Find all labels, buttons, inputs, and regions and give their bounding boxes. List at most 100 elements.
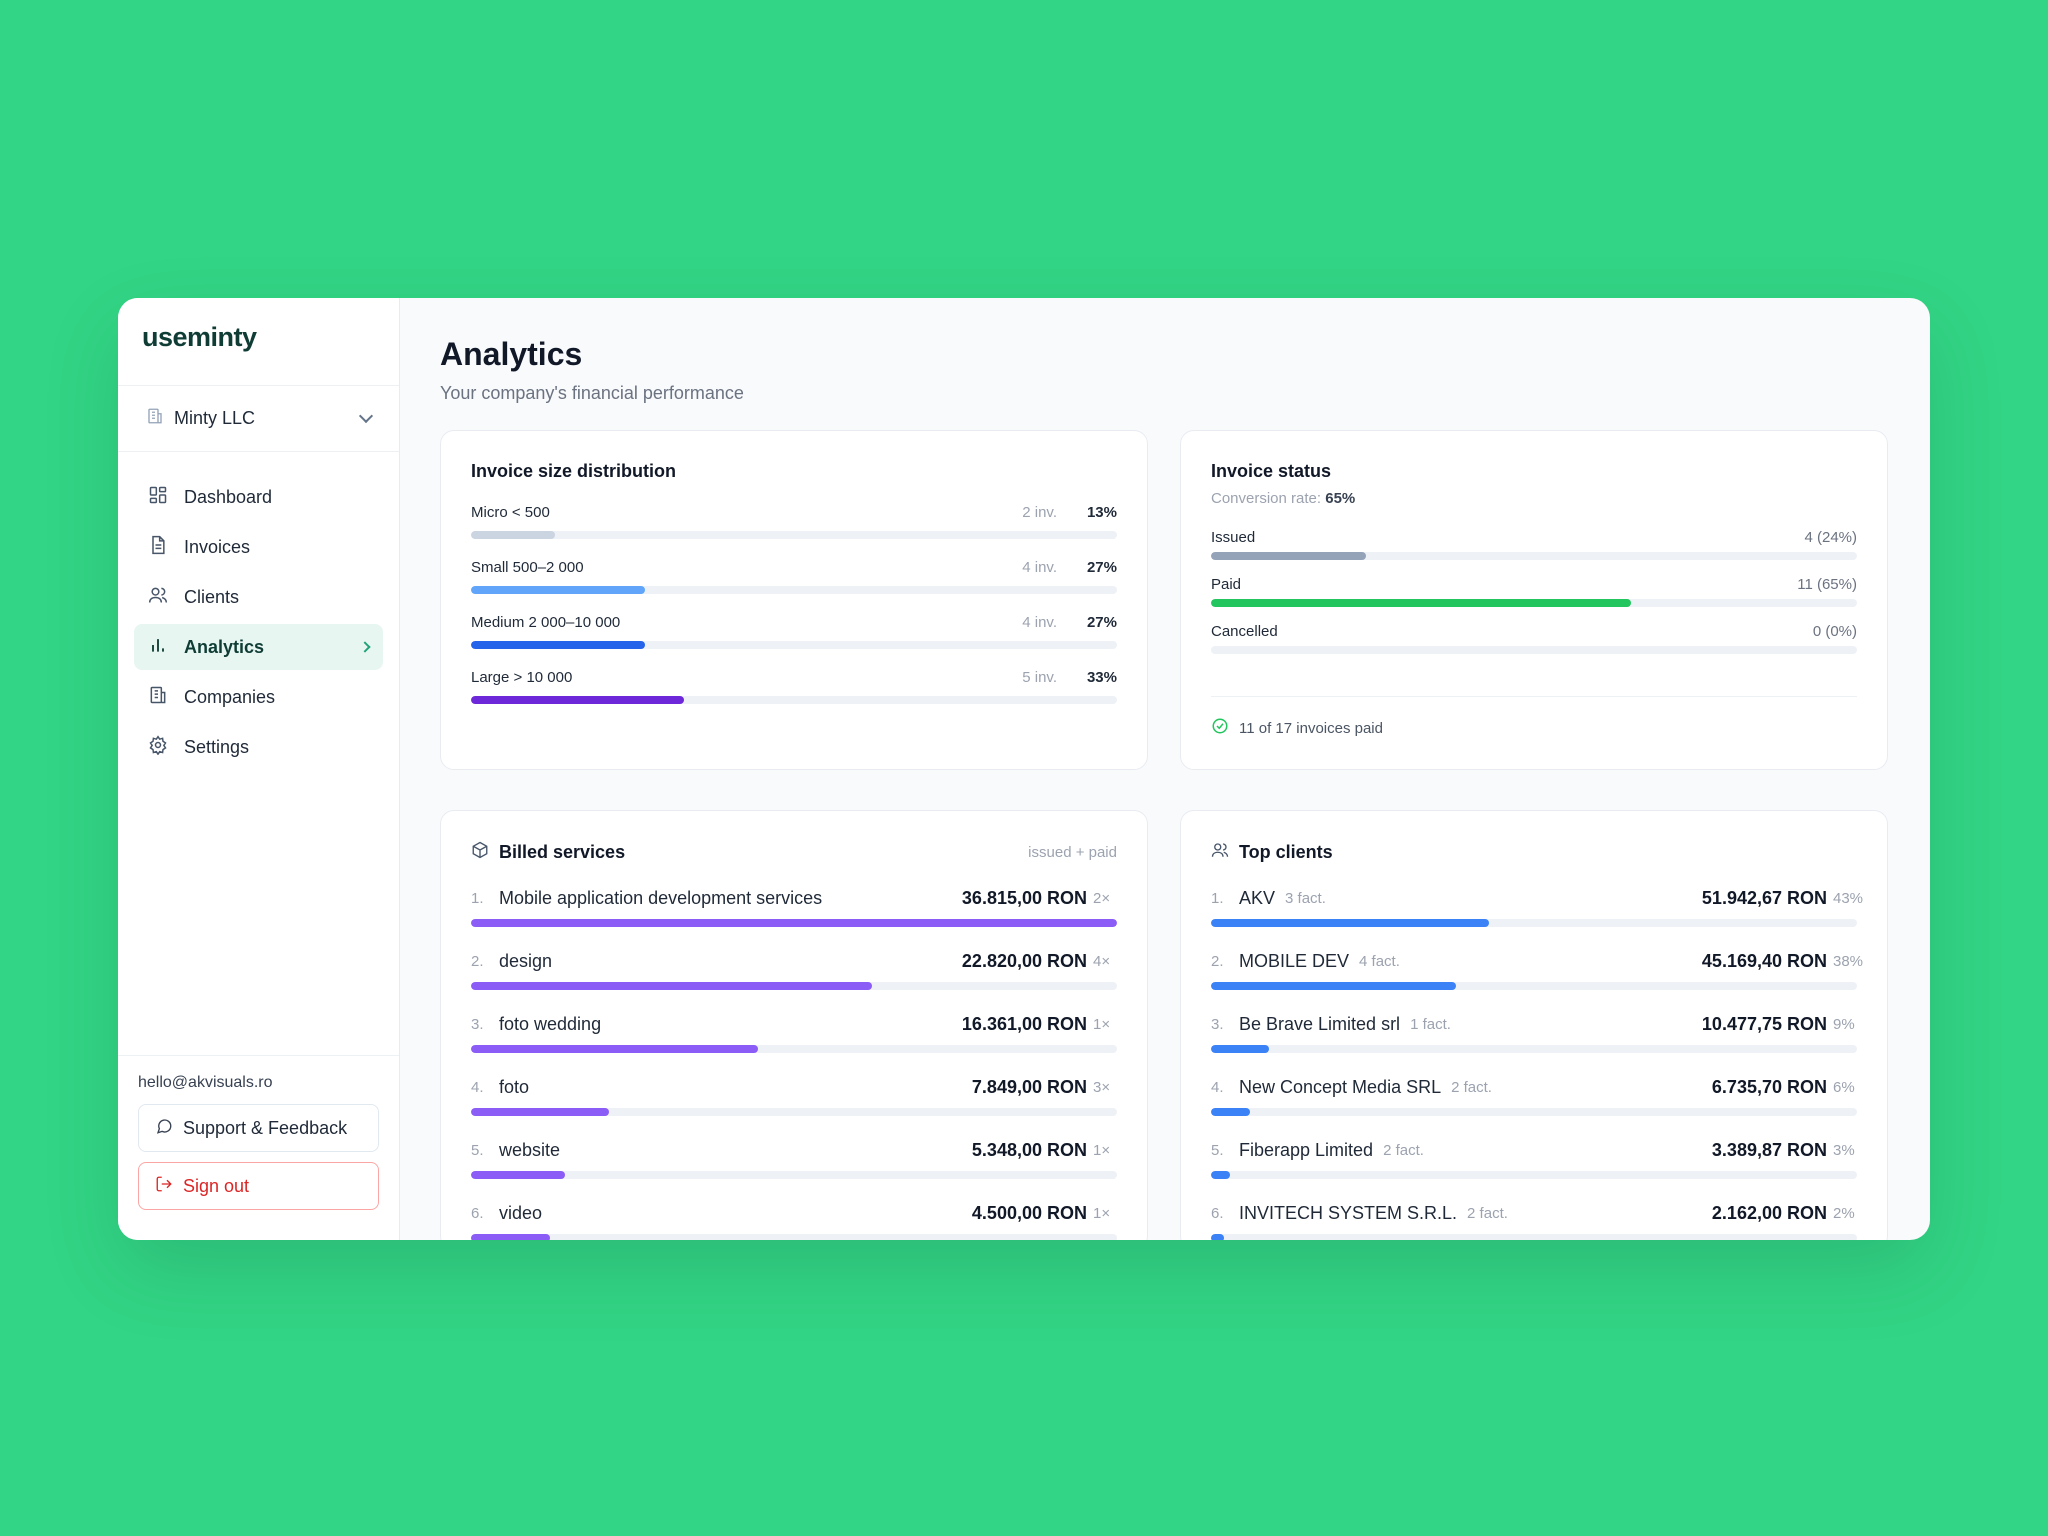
client-row[interactable]: 5. Fiberapp Limited 2 fact. 3.389,87 RON 3% xyxy=(1211,1140,1857,1179)
client-amount: 2.162,00 RON xyxy=(1711,1203,1827,1223)
distribution-row: Large > 10 000 5 inv. 33% xyxy=(471,669,1117,704)
analytics-grid: Invoice size distribution Micro < 500 2 i… xyxy=(440,430,1890,1240)
progress-track xyxy=(471,531,1117,539)
box-icon xyxy=(471,841,489,864)
invoice-status-card: Invoice status Conversion rate: 65% Issu… xyxy=(1180,430,1888,770)
sidebar-item-dashboard[interactable]: Dashboard xyxy=(134,474,383,520)
sidebar-footer: hello@akvisuals.ro Support & Feedback Si… xyxy=(118,1055,399,1240)
service-times: 1× xyxy=(1093,1205,1111,1222)
row-line: 2. MOBILE DEV 4 fact. 45.169,40 RON 38% xyxy=(1211,951,1864,972)
rank: 3. xyxy=(1211,1016,1224,1033)
card-title: Invoice size distribution xyxy=(471,461,677,481)
client-row[interactable]: 3. Be Brave Limited srl 1 fact. 10.477,75 R… xyxy=(1211,1014,1857,1053)
client-amount: 3.389,87 RON xyxy=(1711,1140,1827,1160)
progress-fill xyxy=(471,1108,609,1116)
progress-track xyxy=(1211,552,1857,560)
service-row[interactable]: 4. foto 7.849,00 RON 3× xyxy=(471,1077,1117,1116)
progress-track xyxy=(1211,646,1857,654)
service-row[interactable]: 2. design 22.820,00 RON 4× xyxy=(471,951,1117,990)
status-label: Paid xyxy=(1211,576,1242,593)
paid-summary: 11 of 17 invoices paid xyxy=(1239,719,1383,737)
service-times: 1× xyxy=(1093,1142,1111,1159)
row-line: 1. Mobile application development service… xyxy=(471,888,1117,909)
rank: 2. xyxy=(471,953,484,970)
sidebar-item-label: Companies xyxy=(184,686,276,707)
progress-track xyxy=(1211,1234,1857,1240)
progress-fill xyxy=(471,1171,565,1179)
users-icon xyxy=(148,585,168,610)
sidebar-item-settings[interactable]: Settings xyxy=(134,724,383,770)
client-percent: 6% xyxy=(1833,1079,1855,1096)
invoice-size-distribution-card: Invoice size distribution Micro < 500 2 i… xyxy=(440,430,1148,770)
sidebar-item-clients[interactable]: Clients xyxy=(134,574,383,620)
sidebar-item-invoices[interactable]: Invoices xyxy=(134,524,383,570)
row-line: 6. video 4.500,00 RON 1× xyxy=(471,1203,1117,1224)
bar-chart-icon xyxy=(148,635,168,660)
client-row[interactable]: 4. New Concept Media SRL 2 fact. 6.735,70 R… xyxy=(1211,1077,1857,1116)
sidebar-item-label: Invoices xyxy=(184,536,251,557)
progress-fill xyxy=(1211,982,1457,990)
row-line: Cancelled 0 (0%) xyxy=(1211,623,1857,640)
building-icon xyxy=(148,685,168,710)
invoice-count: 2 fact. xyxy=(1467,1205,1508,1222)
conversion-value: 65% xyxy=(1325,490,1356,507)
client-percent: 38% xyxy=(1833,953,1864,970)
client-percent: 9% xyxy=(1833,1016,1855,1033)
sidebar-item-analytics[interactable]: Analytics xyxy=(134,624,383,670)
row-line: 5. website 5.348,00 RON 1× xyxy=(471,1140,1117,1161)
sidebar: useminty Minty LLC Dashboard Invoices Cl… xyxy=(118,298,400,1240)
main-content: Analytics Your company's financial perfo… xyxy=(400,298,1930,1240)
service-amount: 7.849,00 RON xyxy=(971,1077,1087,1097)
service-row[interactable]: 6. video 4.500,00 RON 1× xyxy=(471,1203,1117,1240)
sidebar-nav: Dashboard Invoices Clients Analytics Com… xyxy=(118,452,399,774)
rank: 1. xyxy=(1211,890,1224,907)
client-row[interactable]: 6. INVITECH SYSTEM S.R.L. 2 fact. 2.162,00 … xyxy=(1211,1203,1857,1240)
service-row[interactable]: 5. website 5.348,00 RON 1× xyxy=(471,1140,1117,1179)
service-name: design xyxy=(499,951,553,971)
service-times: 2× xyxy=(1093,890,1111,907)
service-name: foto xyxy=(499,1077,530,1097)
status-value: 11 (65%) xyxy=(1797,576,1857,593)
support-label: Support & Feedback xyxy=(183,1117,348,1138)
client-row[interactable]: 1. AKV 3 fact. 51.942,67 RON 43% xyxy=(1211,888,1864,927)
progress-fill xyxy=(471,696,685,704)
company-switcher[interactable]: Minty LLC xyxy=(118,386,399,452)
card-title: Invoice status xyxy=(1211,461,1332,481)
app-window: useminty Minty LLC Dashboard Invoices Cl… xyxy=(118,298,1930,1240)
row-line: 3. foto wedding 16.361,00 RON 1× xyxy=(471,1014,1117,1035)
logo[interactable]: useminty xyxy=(118,298,399,386)
client-amount: 51.942,67 RON xyxy=(1701,888,1827,908)
status-row: Paid 11 (65%) xyxy=(1211,576,1857,607)
client-amount: 45.169,40 RON xyxy=(1701,951,1827,971)
progress-track xyxy=(471,1234,1117,1240)
rank: 6. xyxy=(1211,1205,1224,1222)
row-line: 1. AKV 3 fact. 51.942,67 RON 43% xyxy=(1211,888,1864,909)
client-amount: 10.477,75 RON xyxy=(1701,1014,1827,1034)
row-line: Medium 2 000–10 000 4 inv. 27% xyxy=(471,614,1117,631)
service-row[interactable]: 3. foto wedding 16.361,00 RON 1× xyxy=(471,1014,1117,1053)
progress-track xyxy=(1211,1171,1857,1179)
sign-out-button[interactable]: Sign out xyxy=(138,1162,379,1210)
grid-icon xyxy=(148,485,168,510)
top-clients-card: Top clients 1. AKV 3 fact. 51.942,67 RON 43%… xyxy=(1180,810,1888,1240)
sidebar-item-label: Dashboard xyxy=(184,486,273,507)
client-row[interactable]: 2. MOBILE DEV 4 fact. 45.169,40 RON 38% xyxy=(1211,951,1864,990)
bucket-percent: 27% xyxy=(1086,614,1117,631)
service-amount: 5.348,00 RON xyxy=(971,1140,1087,1160)
invoice-count: 1 fact. xyxy=(1410,1016,1451,1033)
service-row[interactable]: 1. Mobile application development service… xyxy=(471,888,1117,927)
logo-text: useminty xyxy=(142,322,257,352)
row-line: Small 500–2 000 4 inv. 27% xyxy=(471,559,1117,576)
row-line: 3. Be Brave Limited srl 1 fact. 10.477,75 R… xyxy=(1211,1014,1857,1035)
client-name: Fiberapp Limited xyxy=(1239,1140,1374,1160)
progress-fill xyxy=(471,586,646,594)
support-button[interactable]: Support & Feedback xyxy=(138,1104,379,1152)
progress-fill xyxy=(471,982,872,990)
sidebar-item-companies[interactable]: Companies xyxy=(134,674,383,720)
distribution-row: Medium 2 000–10 000 4 inv. 27% xyxy=(471,614,1117,649)
status-footer: 11 of 17 invoices paid xyxy=(1211,696,1857,739)
check-circle-icon xyxy=(1211,717,1229,739)
invoice-count: 2 fact. xyxy=(1451,1079,1492,1096)
chat-icon xyxy=(155,1117,173,1140)
client-percent: 43% xyxy=(1833,890,1864,907)
